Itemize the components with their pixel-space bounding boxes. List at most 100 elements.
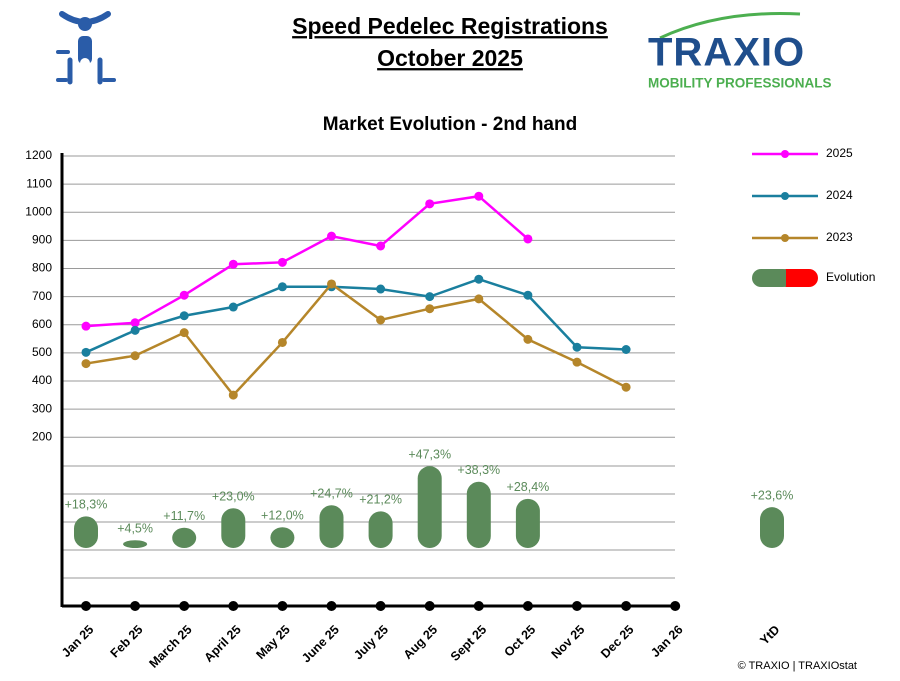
- evolution-bar: [123, 540, 148, 548]
- x-tick-label: Dec 25: [598, 623, 636, 661]
- x-tick-dot: [81, 601, 91, 611]
- y-tick-label: 1200: [25, 148, 52, 162]
- series-marker: [327, 231, 336, 241]
- y-tick-label: 1000: [25, 204, 52, 218]
- page-title: Speed Pedelec Registrations: [292, 13, 608, 39]
- series-marker: [523, 334, 533, 344]
- evolution-label: +18,3%: [65, 498, 108, 512]
- legend-label: Evolution: [826, 270, 875, 284]
- evolution-bar: [466, 481, 491, 548]
- series-marker: [474, 274, 484, 284]
- x-tick-label: Nov 25: [549, 623, 588, 662]
- footer: © TRAXIO | TRAXIOstat: [738, 660, 857, 672]
- series-marker: [376, 241, 386, 251]
- series-marker: [277, 282, 287, 292]
- x-tick-dot: [179, 601, 190, 611]
- series-marker: [228, 302, 238, 312]
- y-tick-label: 400: [32, 373, 52, 387]
- y-tick-label: 900: [32, 233, 52, 247]
- evolution-label: +23,0%: [212, 490, 255, 504]
- series-marker: [130, 351, 140, 361]
- legend-label: 2023: [826, 230, 853, 244]
- evolution-bar: [221, 508, 246, 548]
- logo-name: TRAXIO: [648, 31, 805, 75]
- x-tick-dot: [326, 601, 337, 611]
- series-marker: [425, 292, 435, 302]
- evolution-label: +24,7%: [310, 487, 353, 501]
- x-tick-dot: [621, 601, 632, 611]
- x-tick-label: July 25: [351, 623, 391, 663]
- series-marker: [425, 304, 435, 314]
- series-marker: [425, 199, 435, 209]
- legend-marker: [781, 234, 789, 242]
- series-marker: [572, 342, 582, 352]
- series-marker: [130, 318, 140, 328]
- series-marker: [277, 337, 287, 347]
- series-marker: [179, 290, 189, 300]
- series-marker: [376, 315, 386, 325]
- logo-tagline: MOBILITY PROFESSIONALS: [648, 76, 832, 91]
- y-tick-label: 300: [32, 401, 52, 415]
- series-marker: [130, 325, 140, 335]
- series-marker: [474, 191, 484, 201]
- series-line: [85, 282, 627, 397]
- series-marker: [523, 234, 533, 244]
- x-tick-label: Oct 25: [501, 623, 538, 660]
- evolution-label: +12,0%: [261, 509, 304, 523]
- x-tick-dot: [522, 601, 533, 611]
- legend-evolution-pos: [752, 269, 792, 287]
- x-tick-label: May 25: [253, 623, 292, 662]
- rider-icon: [56, 11, 116, 88]
- evolution-label: +38,3%: [457, 463, 500, 477]
- evolution-label: +4,5%: [117, 522, 153, 536]
- series-line: [85, 277, 627, 354]
- evolution-label: +47,3%: [408, 447, 451, 461]
- evolution-label: +21,2%: [359, 493, 402, 507]
- x-tick-label: Aug 25: [401, 623, 440, 662]
- evolution-bar: [417, 466, 442, 548]
- series-marker: [327, 279, 336, 289]
- legend-evolution-neg-edge: [786, 269, 798, 287]
- x-tick-label: Jan 26: [648, 623, 685, 660]
- series-line: [85, 194, 529, 328]
- y-tick-label: 200: [32, 429, 52, 443]
- evolution-bar: [270, 527, 295, 548]
- evolution-bar: [368, 511, 393, 548]
- y-tick-label: 600: [32, 317, 52, 331]
- evolution-label: +11,7%: [163, 509, 205, 523]
- series-marker: [81, 347, 91, 357]
- evolution-bar: [760, 507, 784, 548]
- series-marker: [179, 328, 189, 338]
- series-marker: [572, 357, 582, 367]
- y-tick-label: 700: [32, 289, 52, 303]
- series-marker: [523, 290, 533, 300]
- evolution-bar: [74, 516, 98, 548]
- page-period: October 2025: [377, 45, 523, 71]
- x-tick-label: YtD: [757, 623, 782, 648]
- x-tick-dot: [375, 601, 386, 611]
- series-marker: [228, 390, 238, 400]
- evolution-bar: [172, 527, 197, 548]
- lower-grid: [62, 465, 675, 579]
- evolution-label: +23,6%: [751, 488, 794, 502]
- y-tick-label: 800: [32, 261, 52, 275]
- legend-label: 2024: [826, 188, 853, 202]
- x-tick-dot: [670, 601, 681, 611]
- series-marker: [621, 345, 631, 354]
- series-marker: [621, 382, 631, 392]
- chart-title: Market Evolution - 2nd hand: [323, 114, 577, 135]
- series-marker: [277, 257, 287, 267]
- y-tick-label: 1100: [26, 176, 52, 190]
- legend-marker: [781, 150, 789, 158]
- x-tick-dot: [130, 601, 141, 611]
- legend-marker: [781, 192, 789, 200]
- x-tick-label: March 25: [146, 623, 194, 671]
- series-marker: [228, 259, 238, 269]
- x-tick-dot: [277, 601, 288, 611]
- series-marker: [81, 359, 91, 369]
- logo-swoosh: [659, 12, 801, 40]
- x-tick-label: June 25: [299, 623, 342, 666]
- x-tick-dot: [424, 601, 435, 611]
- evolution-bar: [319, 505, 344, 548]
- x-tick-label: April 25: [201, 623, 243, 665]
